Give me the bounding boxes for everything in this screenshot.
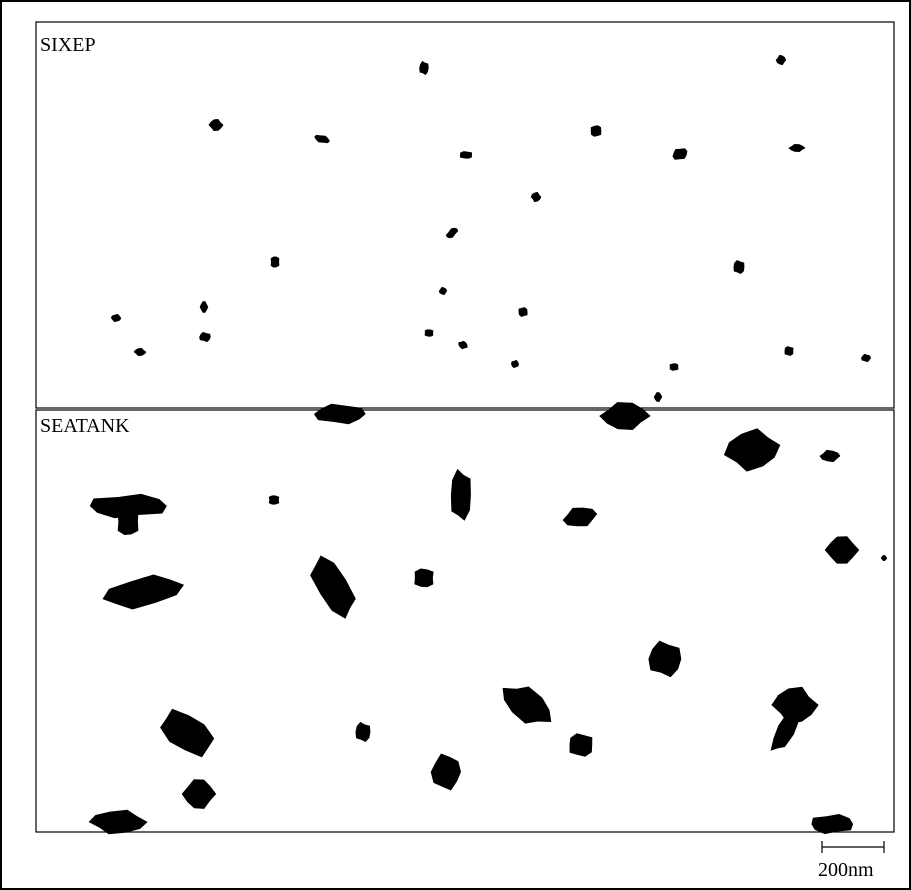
figure: SIXEP SEATANK 200nm — [0, 0, 911, 890]
particle — [670, 363, 679, 371]
scale-label: 200nm — [818, 859, 874, 881]
panel-label: SEATANK — [40, 415, 130, 437]
particle — [118, 509, 139, 535]
particle — [785, 346, 794, 356]
particle — [414, 569, 433, 588]
particle — [460, 151, 472, 159]
panel-label: SIXEP — [40, 34, 96, 56]
particle — [269, 495, 279, 504]
particle — [591, 125, 602, 137]
particle — [570, 733, 593, 757]
particle — [425, 329, 434, 337]
particle — [271, 257, 280, 268]
